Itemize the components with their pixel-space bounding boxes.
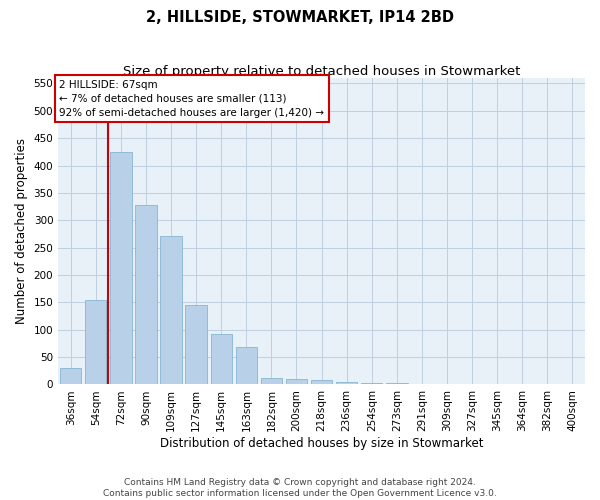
Bar [261,378,282,384]
Text: 2, HILLSIDE, STOWMARKET, IP14 2BD: 2, HILLSIDE, STOWMARKET, IP14 2BD [146,10,454,25]
Bar [60,368,82,384]
Y-axis label: Number of detached properties: Number of detached properties [15,138,28,324]
Title: Size of property relative to detached houses in Stowmarket: Size of property relative to detached ho… [123,65,520,78]
Text: Contains HM Land Registry data © Crown copyright and database right 2024.
Contai: Contains HM Land Registry data © Crown c… [103,478,497,498]
Bar [211,334,232,384]
Bar [336,382,358,384]
Bar [311,380,332,384]
Bar [361,383,382,384]
Text: 2 HILLSIDE: 67sqm
← 7% of detached houses are smaller (113)
92% of semi-detached: 2 HILLSIDE: 67sqm ← 7% of detached house… [59,80,325,118]
Bar [236,347,257,385]
Bar [136,205,157,384]
Bar [85,300,106,384]
Bar [185,305,207,384]
X-axis label: Distribution of detached houses by size in Stowmarket: Distribution of detached houses by size … [160,437,484,450]
Bar [286,379,307,384]
Bar [160,236,182,384]
Bar [110,152,131,384]
